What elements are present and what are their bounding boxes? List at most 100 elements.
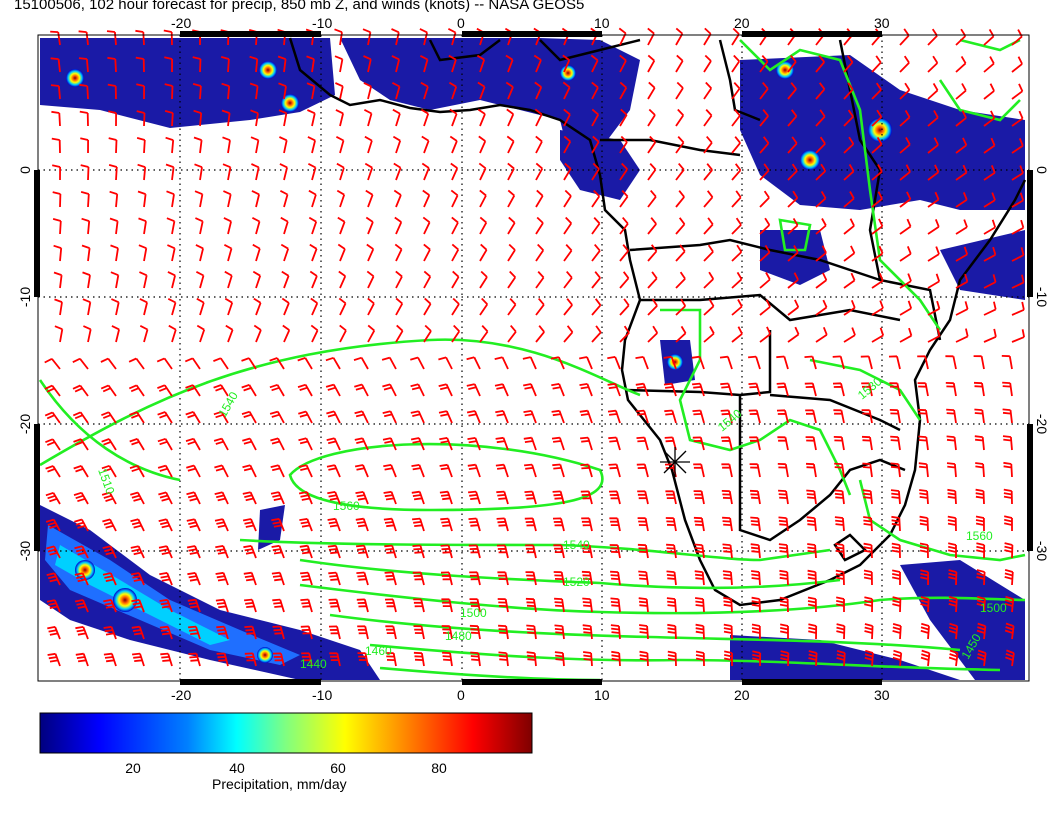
- wind-barb: [776, 355, 789, 370]
- wind-barb: [335, 109, 344, 127]
- wind-barb: [638, 570, 649, 586]
- wind-barb: [920, 649, 931, 667]
- wind-barb: [619, 325, 630, 343]
- wind-barb: [335, 82, 344, 100]
- wind-barb: [806, 516, 817, 532]
- wind-barb: [507, 270, 517, 289]
- wind-barb: [214, 518, 229, 532]
- contour-label: 1520: [563, 575, 590, 589]
- wind-barb: [385, 652, 397, 667]
- wind-barb: [591, 244, 601, 262]
- wind-barb: [78, 30, 89, 46]
- wind-barb: [1002, 435, 1013, 451]
- wind-barb: [862, 489, 873, 505]
- wind-barb: [637, 517, 649, 532]
- wind-barb: [759, 299, 771, 316]
- lat-tick-right: -10: [1034, 287, 1050, 307]
- wind-barb: [109, 190, 119, 208]
- wind-barb: [422, 189, 431, 208]
- wind-barb: [804, 355, 817, 370]
- wind-barb: [525, 597, 537, 613]
- wind-barb: [917, 355, 929, 370]
- wind-barb: [364, 162, 374, 181]
- wind-barb: [130, 545, 145, 559]
- wind-barb: [807, 596, 817, 613]
- wind-barb: [843, 163, 855, 181]
- wind-barb: [523, 410, 537, 424]
- wind-barb: [836, 650, 846, 667]
- wind-barb: [54, 298, 63, 316]
- wind-barb: [300, 571, 313, 586]
- wind-barb: [107, 56, 117, 73]
- wind-barb: [552, 517, 565, 532]
- wind-barb: [129, 464, 145, 478]
- wind-barb: [327, 544, 341, 559]
- wind-barb: [948, 622, 959, 640]
- wind-barb: [871, 327, 885, 343]
- wind-barb: [130, 518, 145, 532]
- wind-barb: [983, 219, 997, 235]
- wind-barb: [535, 216, 544, 235]
- wind-barb: [787, 190, 799, 208]
- wind-barb: [354, 464, 369, 478]
- wind-barb: [836, 596, 845, 612]
- wind-barb: [301, 652, 313, 667]
- wind-barb: [787, 272, 799, 289]
- wind-barb: [505, 81, 514, 100]
- wind-barb: [135, 29, 145, 46]
- wind-barb: [326, 464, 341, 478]
- wind-barb: [731, 244, 743, 262]
- wind-barb: [54, 325, 64, 343]
- wind-barb: [609, 517, 621, 532]
- wind-barb: [843, 136, 855, 154]
- wind-barb: [157, 437, 173, 451]
- wind-barb: [411, 490, 425, 505]
- wind-barb: [759, 244, 771, 262]
- wind-barb: [271, 544, 285, 559]
- wind-barb: [675, 190, 685, 208]
- wind-barb: [451, 324, 461, 343]
- wind-barb: [703, 108, 713, 127]
- wind-barb: [451, 216, 459, 235]
- wind-barb: [955, 83, 967, 100]
- colorbar-ramp: [39, 712, 533, 754]
- wind-barb: [383, 490, 397, 505]
- wind-barb: [927, 110, 939, 127]
- wind-barb: [215, 598, 229, 613]
- wind-barb: [731, 136, 741, 154]
- wind-barb: [647, 162, 657, 181]
- wind-barb: [703, 27, 712, 46]
- wind-barb: [79, 83, 89, 100]
- wind-barb: [647, 298, 658, 316]
- wind-barb: [45, 438, 61, 451]
- wind-barb: [382, 383, 397, 397]
- wind-barb: [1011, 274, 1025, 289]
- wind-barb: [927, 137, 939, 154]
- wind-barb: [363, 55, 372, 73]
- wind-barb: [137, 190, 147, 208]
- wind-barb: [440, 517, 453, 532]
- wind-barb: [164, 110, 174, 127]
- wind-barb: [983, 110, 996, 127]
- wind-barb: [1002, 381, 1013, 397]
- wind-barb: [983, 192, 996, 208]
- wind-barb: [888, 355, 901, 370]
- wind-barb: [891, 515, 901, 532]
- wind-barb: [111, 298, 120, 316]
- wind-barb: [282, 324, 291, 343]
- wind-barb: [815, 272, 828, 289]
- wind-barb: [395, 297, 404, 316]
- wind-barb: [52, 164, 61, 181]
- wind-barb: [778, 543, 789, 559]
- wind-barb: [128, 384, 145, 397]
- wind-barb: [467, 437, 481, 451]
- wind-barb: [1011, 83, 1024, 100]
- wind-barb: [609, 544, 621, 559]
- wind-barb: [327, 491, 341, 505]
- wind-barb: [507, 162, 515, 181]
- axis-labels: -20 -10 0 10 20 30 -20 -10 0 10 20 30 0 …: [17, 15, 1050, 703]
- wind-barb: [242, 518, 257, 532]
- wind-barb: [563, 135, 572, 154]
- wind-barb: [138, 217, 147, 235]
- wind-barb: [675, 244, 686, 262]
